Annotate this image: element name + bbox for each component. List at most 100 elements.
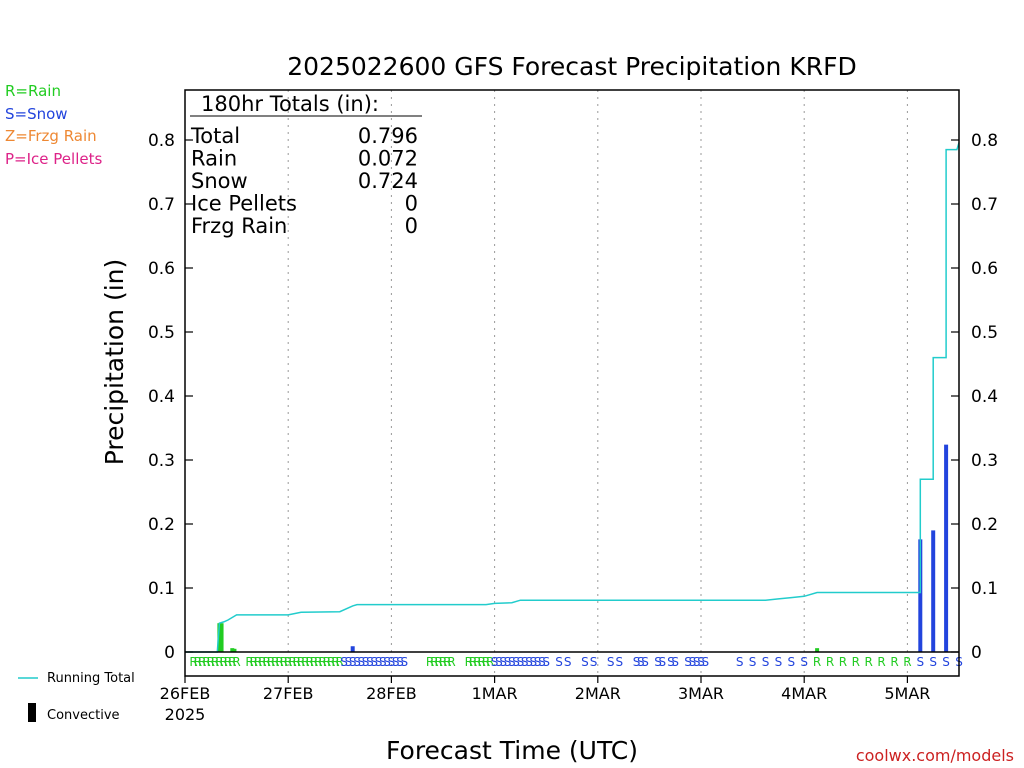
type-marker: R bbox=[306, 655, 314, 669]
type-marker: R bbox=[478, 655, 486, 669]
type-marker: S bbox=[521, 655, 529, 669]
legend-rain: R=Rain bbox=[5, 82, 61, 100]
precip-bar-rain bbox=[219, 623, 224, 652]
type-marker: S bbox=[345, 655, 353, 669]
totals-value: 0.796 bbox=[358, 124, 418, 148]
type-marker: R bbox=[877, 655, 885, 669]
type-marker: R bbox=[443, 655, 451, 669]
y-axis-ticks: 0 00.1 0.10.2 0.20.3 0.30.4 0.40.5 0.50.6 0.60.… bbox=[148, 131, 998, 663]
type-marker: R bbox=[189, 655, 197, 669]
type-marker: R bbox=[327, 655, 335, 669]
type-marker: R bbox=[280, 655, 288, 669]
legend-snow: S=Snow bbox=[5, 105, 68, 123]
type-marker: R bbox=[202, 655, 210, 669]
credit-text: coolwx.com/models bbox=[856, 746, 1014, 765]
type-marker: R bbox=[258, 655, 266, 669]
y-tick-label-left: 0.8 bbox=[148, 131, 175, 151]
y-tick-label-right: 0.6 bbox=[971, 259, 998, 279]
y-tick-label-right: 0 bbox=[971, 643, 982, 663]
y-tick-label-left: 0.7 bbox=[148, 195, 175, 215]
type-marker: S bbox=[658, 655, 666, 669]
type-marker: S bbox=[357, 655, 365, 669]
type-marker: S bbox=[775, 655, 783, 669]
totals-value: 0 bbox=[405, 214, 418, 238]
type-marker: S bbox=[800, 655, 808, 669]
type-marker: S bbox=[542, 655, 550, 669]
x-axis-ticks: 26FEB 2025 27FEB 28FEB 1MAR 2MAR 3MAR 4MAR 5MAR bbox=[160, 676, 930, 724]
type-marker: S bbox=[637, 655, 645, 669]
y-tick-label-left: 0.1 bbox=[148, 579, 175, 599]
x-tick-label: 1MAR bbox=[472, 684, 518, 703]
precip-bar-rain bbox=[815, 648, 820, 652]
y-tick-label-left: 0.6 bbox=[148, 259, 175, 279]
type-marker: S bbox=[379, 655, 387, 669]
y-tick-label-right: 0.1 bbox=[971, 579, 998, 599]
precip-bar-rain bbox=[232, 648, 237, 652]
type-marker: R bbox=[336, 655, 344, 669]
type-marker: S bbox=[689, 655, 697, 669]
legend-frzg-rain: Z=Frzg Rain bbox=[5, 127, 97, 145]
type-marker: R bbox=[426, 655, 434, 669]
type-marker: S bbox=[529, 655, 537, 669]
y-tick-label-right: 0.8 bbox=[971, 131, 998, 151]
totals-rows: Total 0.796 Rain 0.072 Snow 0.724 Ice Pellets 0… bbox=[190, 124, 418, 238]
type-marker: R bbox=[839, 655, 847, 669]
precip-bar-snow bbox=[944, 444, 949, 652]
y-tick-label-left: 0.2 bbox=[148, 515, 175, 535]
type-marker: R bbox=[314, 655, 322, 669]
precip-bar-snow bbox=[931, 530, 936, 652]
type-marker: R bbox=[473, 655, 481, 669]
x-tick-label: 5MAR bbox=[884, 684, 930, 703]
type-marker: S bbox=[534, 655, 542, 669]
type-marker: S bbox=[375, 655, 383, 669]
type-marker: S bbox=[538, 655, 546, 669]
precip-bar-rain bbox=[217, 623, 222, 652]
type-marker: S bbox=[555, 655, 563, 669]
running-total-line bbox=[185, 142, 960, 653]
type-marker: S bbox=[671, 655, 679, 669]
type-marker: R bbox=[254, 655, 262, 669]
legend-running-total: Running Total bbox=[47, 671, 135, 686]
type-marker: R bbox=[430, 655, 438, 669]
type-marker: S bbox=[392, 655, 400, 669]
type-marker: S bbox=[508, 655, 516, 669]
type-marker: R bbox=[224, 655, 232, 669]
type-marker: R bbox=[267, 655, 275, 669]
type-marker: S bbox=[641, 655, 649, 669]
type-marker: R bbox=[215, 655, 223, 669]
type-marker: R bbox=[331, 655, 339, 669]
type-marker: S bbox=[564, 655, 572, 669]
type-marker: R bbox=[323, 655, 331, 669]
type-marker: R bbox=[469, 655, 477, 669]
type-marker: R bbox=[198, 655, 206, 669]
type-marker: S bbox=[942, 655, 950, 669]
type-marker: S bbox=[615, 655, 623, 669]
precip-bar-snow bbox=[350, 646, 355, 652]
type-marker: S bbox=[736, 655, 744, 669]
y-axis-label: Precipitation (in) bbox=[100, 259, 129, 466]
x-tick-label: 3MAR bbox=[678, 684, 724, 703]
series-legend: Running Total Convective bbox=[18, 671, 135, 723]
type-marker: S bbox=[495, 655, 503, 669]
type-marker: R bbox=[207, 655, 215, 669]
y-tick-label-right: 0.3 bbox=[971, 451, 998, 471]
type-marker: R bbox=[813, 655, 821, 669]
type-marker: S bbox=[590, 655, 598, 669]
type-marker: S bbox=[762, 655, 770, 669]
type-marker: S bbox=[504, 655, 512, 669]
type-marker: S bbox=[916, 655, 924, 669]
type-marker: R bbox=[826, 655, 834, 669]
type-marker: S bbox=[697, 655, 705, 669]
precip-bar-snow bbox=[918, 539, 923, 652]
totals-box: 180hr Totals (in): Total 0.796 Rain 0.072 Sn… bbox=[190, 92, 422, 238]
totals-label: Rain bbox=[191, 147, 237, 171]
precip-bars bbox=[217, 444, 949, 652]
type-marker: R bbox=[318, 655, 326, 669]
totals-header: 180hr Totals (in): bbox=[201, 92, 379, 116]
y-tick-label-right: 0.2 bbox=[971, 515, 998, 535]
type-marker: R bbox=[271, 655, 279, 669]
type-marker: R bbox=[903, 655, 911, 669]
totals-label: Ice Pellets bbox=[191, 192, 297, 216]
type-marker: R bbox=[435, 655, 443, 669]
